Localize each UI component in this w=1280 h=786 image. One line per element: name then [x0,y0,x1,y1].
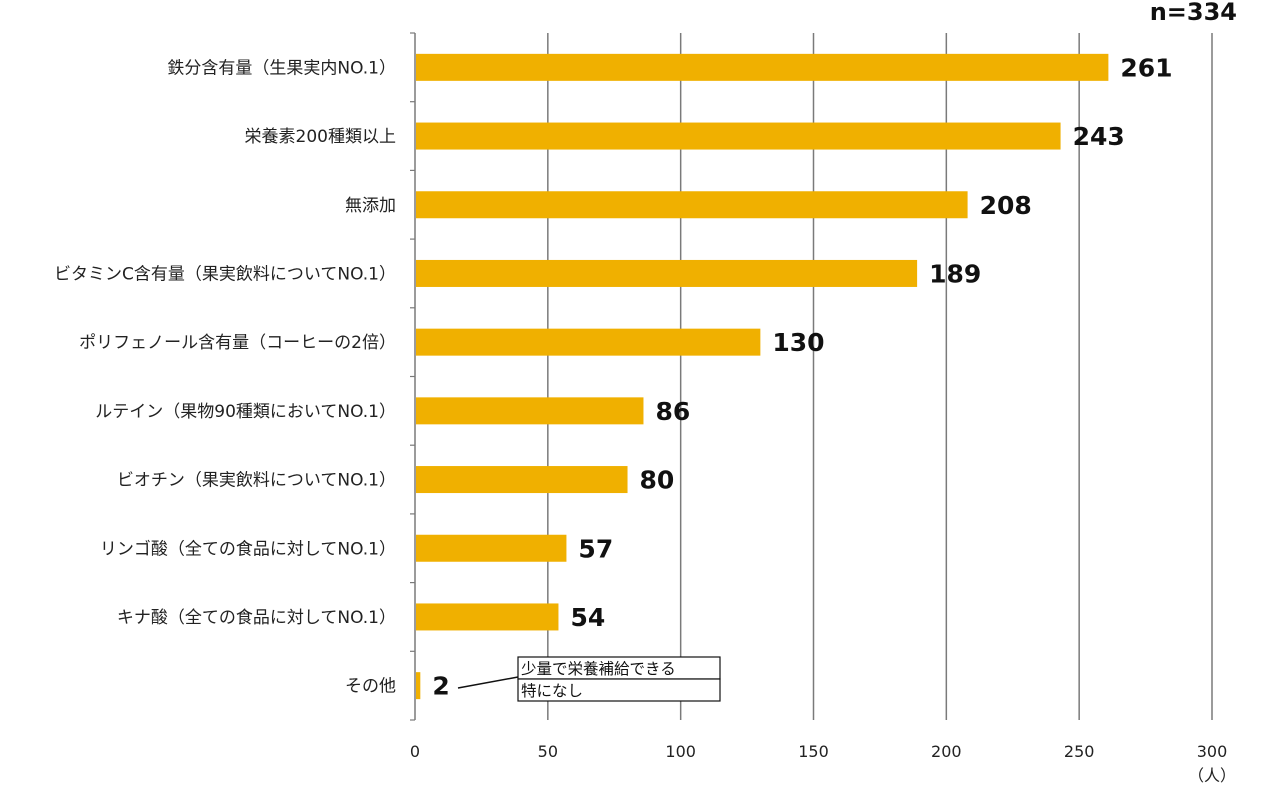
category-label-3: ビタミンC含有量（果実飲料についてNO.1） [54,264,396,284]
category-label-4: ポリフェノール含有量（コーヒーの2倍） [79,333,396,353]
annotation-line-2: 特になし [521,682,583,700]
x-tick-label-0: 0 [410,742,420,761]
x-tick-label-100: 100 [665,742,696,761]
bar-4 [416,328,761,356]
sample-size-label: n=334 [1150,0,1237,26]
bar-2 [416,191,968,219]
x-tick-label-250: 250 [1064,742,1095,761]
category-label-6: ビオチン（果実飲料についてNO.1） [117,471,396,491]
bar-0 [416,53,1109,81]
x-tick-label-50: 50 [538,742,558,761]
bar-6 [416,466,628,494]
value-label-6: 80 [640,466,675,495]
category-label-2: 無添加 [345,196,396,216]
x-axis-unit-label: （人） [1188,766,1236,785]
category-label-0: 鉄分含有量（生果実内NO.1） [167,58,396,78]
labels: 0 50 100 150 200 250 300 鉄分含有量（生果実内NO.1） 261 栄養素2… [54,53,1227,761]
bar-8 [416,603,559,631]
value-label-0: 261 [1120,53,1172,82]
value-label-8: 54 [570,603,605,632]
category-label-5: ルテイン（果物90種類においてNO.1） [95,402,396,422]
bar-1 [416,122,1061,150]
x-tick-label-200: 200 [931,742,962,761]
bar-5 [416,397,644,425]
value-label-2: 208 [980,191,1032,220]
x-tick-label-300: 300 [1197,742,1228,761]
annotation-line-1: 少量で栄養補給できる [521,660,676,678]
value-label-1: 243 [1073,122,1125,151]
bar-3 [416,259,918,287]
bars [416,53,1109,700]
annotation-box: 少量で栄養補給できる 特になし [457,656,721,702]
category-label-8: キナ酸（全ての食品に対してNO.1） [117,608,396,628]
value-label-3: 189 [929,259,981,288]
category-label-9: その他 [345,677,396,697]
value-label-7: 57 [578,534,613,563]
value-label-9: 2 [432,672,449,701]
x-tick-label-150: 150 [798,742,829,761]
axes [410,32,416,721]
value-label-4: 130 [772,328,824,357]
bar-9 [416,672,421,700]
bar-7 [416,534,567,562]
value-label-5: 86 [655,397,690,426]
annotation-leader-line [457,676,519,689]
annotation-box-bottom [517,678,721,702]
category-label-7: リンゴ酸（全ての食品に対してNO.1） [100,538,396,559]
category-label-1: 栄養素200種類以上 [245,127,396,147]
